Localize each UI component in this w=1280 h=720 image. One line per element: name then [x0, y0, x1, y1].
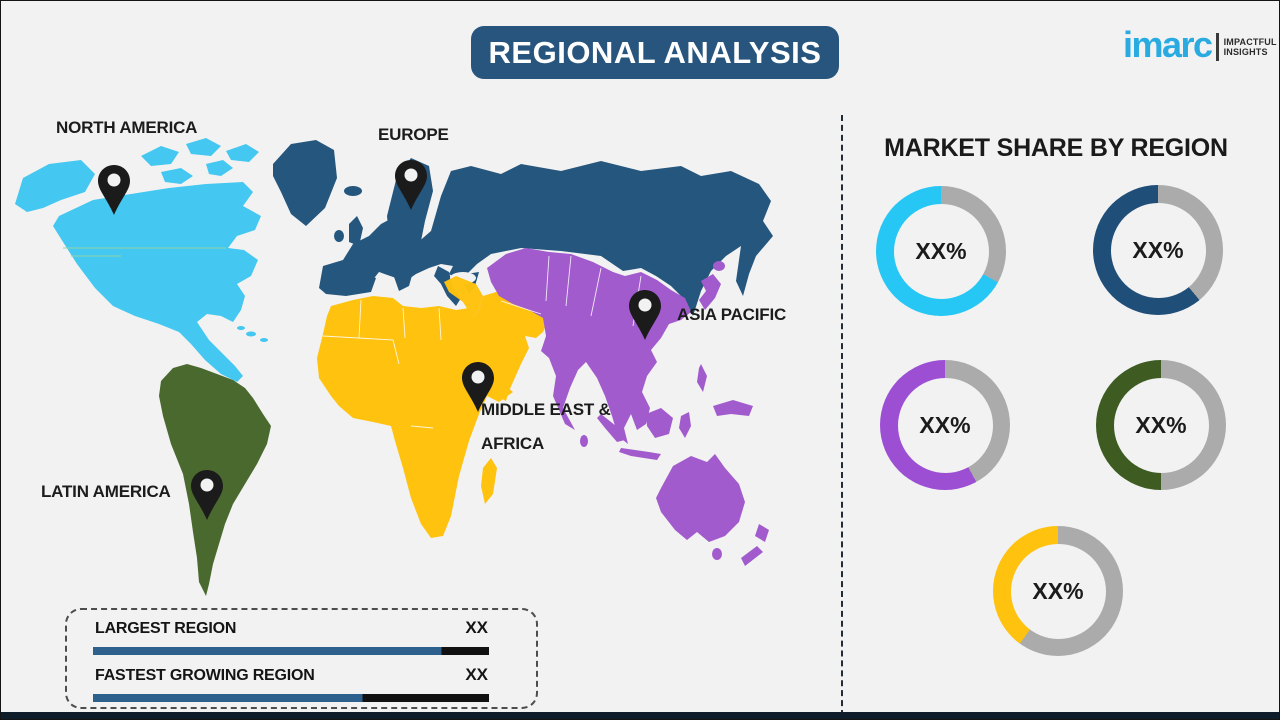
- legend-value-largest: XX: [465, 618, 488, 637]
- donut-value-label: XX%: [919, 411, 971, 438]
- donut-chart-north-america: XX%: [876, 186, 1006, 316]
- donut-value-label: XX%: [1032, 577, 1084, 604]
- legend-box: LARGEST REGION XX FASTEST GROWING REGION…: [65, 608, 538, 709]
- legend-value-fastest: XX: [465, 665, 488, 684]
- page-title: REGIONAL ANALYSIS: [488, 34, 822, 70]
- market-share-heading: MARKET SHARE BY REGION: [884, 134, 1228, 162]
- donut-value-label: XX%: [1132, 236, 1184, 263]
- country-borders: [322, 255, 642, 429]
- dashed-separator: [841, 115, 843, 716]
- donut-value-label: XX%: [915, 237, 967, 264]
- legend-bar-fastest: [93, 694, 489, 702]
- map-pin-middle-east-africa: [462, 362, 494, 412]
- donut-chart-latin-america: XX%: [1096, 360, 1226, 490]
- region-label-middle-east-africa: MIDDLE EAST & AFRICA: [481, 400, 611, 453]
- donut-chart-middle-east-africa: XX%: [993, 526, 1123, 656]
- region-label-north-america: NORTH AMERICA: [56, 118, 198, 137]
- region-label-asia-pacific: ASIA PACIFIC: [677, 305, 787, 324]
- legend-label-fastest: FASTEST GROWING REGION: [95, 667, 315, 684]
- legend-bar-largest: [93, 647, 489, 655]
- north-america-border-line: [63, 247, 226, 257]
- logo-tagline-line1: IMPACTFUL: [1223, 37, 1277, 47]
- map-pin-europe: [395, 160, 427, 210]
- map-pin-north-america: [98, 165, 130, 215]
- region-north-america-shape: [15, 138, 268, 382]
- bottom-bar: [1, 712, 1279, 719]
- logo-tagline-line2: INSIGHTS: [1223, 47, 1268, 57]
- logo-divider: [1215, 33, 1219, 61]
- region-label-europe: EUROPE: [378, 125, 449, 144]
- imarc-wordmark: imarc: [1123, 24, 1213, 65]
- map-pin-latin-america: [191, 470, 223, 520]
- donut-chart-asia-pacific: XX%: [880, 360, 1010, 490]
- donut-value-label: XX%: [1135, 411, 1187, 438]
- brand-logo: imarc IMPACTFUL INSIGHTS: [1123, 27, 1277, 63]
- legend-label-largest: LARGEST REGION: [95, 620, 237, 637]
- logo-tagline: IMPACTFUL INSIGHTS: [1224, 37, 1277, 57]
- donut-chart-europe: XX%: [1093, 185, 1223, 315]
- region-middle-east-africa-shape: [317, 276, 549, 538]
- region-label-latin-america: LATIN AMERICA: [41, 482, 171, 501]
- map-pin-asia-pacific: [629, 290, 661, 340]
- title-banner: REGIONAL ANALYSIS: [471, 26, 839, 79]
